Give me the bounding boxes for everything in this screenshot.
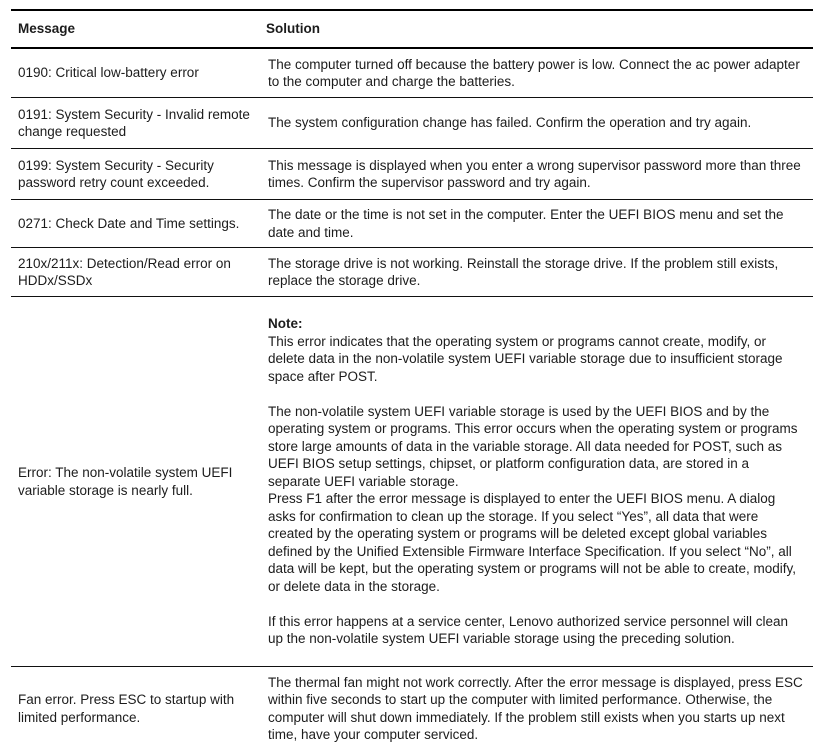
message-cell: 210x/211x: Detection/Read error on HDDx/… xyxy=(11,247,259,297)
solution-cell: The system configuration change has fail… xyxy=(259,97,813,149)
table-row: 0190: Critical low-battery error The com… xyxy=(11,48,813,98)
column-header-solution: Solution xyxy=(259,10,813,49)
table-row: Fan error. Press ESC to startup with lim… xyxy=(11,666,813,745)
solution-cell: The thermal fan might not work correctly… xyxy=(259,666,813,745)
solution-cell: The computer turned off because the batt… xyxy=(259,48,813,98)
column-header-message: Message xyxy=(11,10,259,49)
table-row: 0271: Check Date and Time settings. The … xyxy=(11,199,813,248)
solution-paragraph: This error indicates that the operating … xyxy=(268,333,783,384)
table-row: 0199: System Security - Security passwor… xyxy=(11,148,813,200)
message-cell: 0271: Check Date and Time settings. xyxy=(11,199,259,248)
solution-paragraph: If this error happens at a service cente… xyxy=(268,613,789,647)
solution-cell: The date or the time is not set in the c… xyxy=(259,199,813,248)
solution-cell: The storage drive is not working. Reinst… xyxy=(259,247,813,297)
solution-paragraph: The non-volatile system UEFI variable st… xyxy=(268,403,798,594)
message-cell: 0190: Critical low-battery error xyxy=(11,48,259,98)
solution-cell: This message is displayed when you enter… xyxy=(259,148,813,200)
table-row: 0191: System Security - Invalid remote c… xyxy=(11,97,813,149)
message-cell: Fan error. Press ESC to startup with lim… xyxy=(11,666,259,745)
message-cell: 0199: System Security - Security passwor… xyxy=(11,148,259,200)
error-message-table: Message Solution 0190: Critical low-batt… xyxy=(11,9,813,745)
table-row: 210x/211x: Detection/Read error on HDDx/… xyxy=(11,247,813,297)
note-label: Note: xyxy=(268,316,303,332)
solution-cell: Note: This error indicates that the oper… xyxy=(259,296,813,667)
message-cell: 0191: System Security - Invalid remote c… xyxy=(11,97,259,149)
table-header-row: Message Solution xyxy=(11,10,813,49)
message-cell: Error: The non-volatile system UEFI vari… xyxy=(11,296,259,667)
table-row: Error: The non-volatile system UEFI vari… xyxy=(11,296,813,667)
